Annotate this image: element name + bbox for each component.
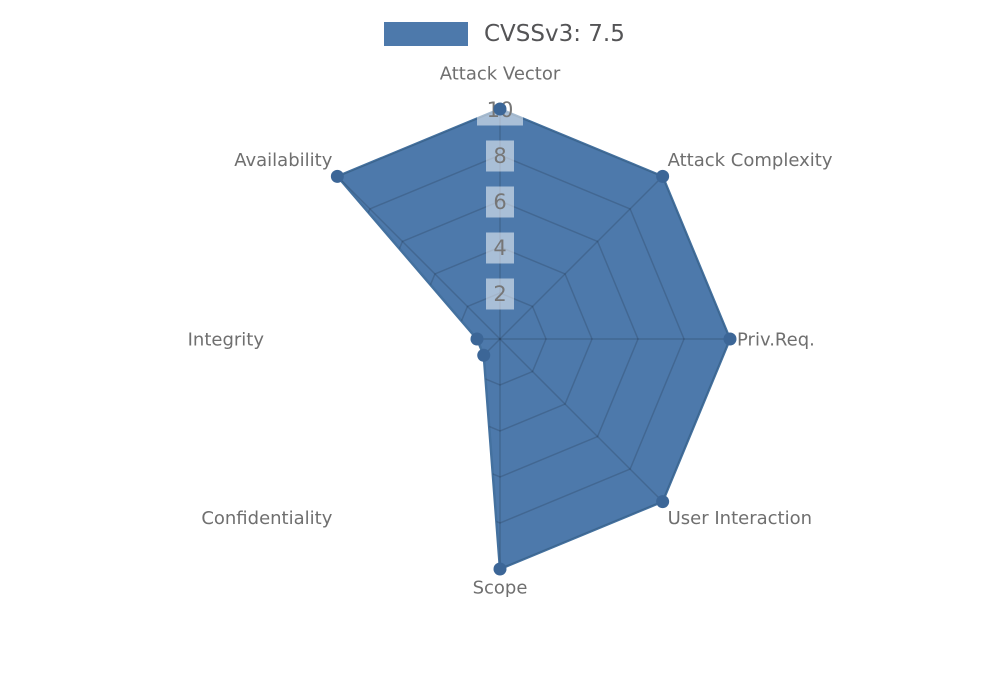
category-label: Confidentiality [201,508,332,529]
radial-tick-label: 2 [493,282,506,306]
category-label-layer: Attack Vector Attack Complexity Priv.Req. U… [188,64,833,599]
grid-spoke [337,338,501,503]
category-label: Availability [234,150,332,171]
category-label: User Interaction [668,508,812,529]
chart-legend: CVSSv3: 7.5 [384,21,625,47]
grid-ring [337,109,730,569]
category-label: Integrity [188,330,265,351]
vertex-marker [656,495,670,509]
tick-box [486,186,514,218]
grid-spoke [337,175,501,340]
radial-tick-label: 8 [493,144,506,168]
category-label: Scope [473,578,528,599]
category-label: Attack Vector [440,64,561,85]
legend-swatch [384,22,468,46]
grid-spoke [499,338,664,503]
legend-label: CVSSv3: 7.5 [484,21,625,47]
vertex-marker [493,562,507,576]
radial-tick-label: 6 [493,190,506,214]
vertex-marker-layer [330,102,737,576]
vertex-marker [330,169,344,183]
tick-box [486,278,514,310]
tick-box [486,140,514,172]
grid-spoke [499,175,664,340]
radial-tick-layer: 246810 [477,94,523,310]
grid-ring [453,292,547,386]
category-label: Priv.Req. [737,330,815,351]
tick-box [486,232,514,264]
vertex-marker [477,348,491,362]
vertex-marker [656,169,670,183]
radial-tick-label: 4 [493,236,506,260]
vertex-marker [723,332,737,346]
category-label: Attack Complexity [668,150,833,171]
vertex-marker [493,102,507,116]
vertex-marker [470,332,484,346]
